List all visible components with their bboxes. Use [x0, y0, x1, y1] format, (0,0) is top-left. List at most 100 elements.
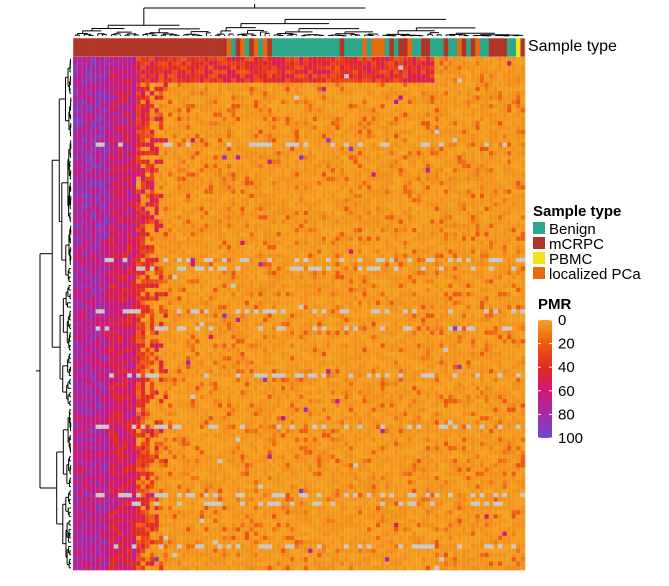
heatmap-cell	[434, 69, 440, 75]
heatmap-cell	[506, 180, 512, 186]
heatmap-cell	[457, 142, 463, 148]
heatmap-cell	[249, 215, 255, 220]
heatmap-cell	[448, 133, 453, 139]
heatmap-cell	[335, 112, 340, 118]
heatmap-cell	[235, 193, 241, 199]
heatmap-cell	[412, 108, 417, 113]
heatmap-cell	[271, 223, 277, 229]
heatmap-cell	[312, 172, 318, 178]
heatmap-cell	[181, 61, 187, 66]
heatmap-cell	[502, 91, 508, 96]
heatmap-cell	[235, 65, 241, 71]
heatmap-cell	[448, 86, 453, 92]
heatmap-cell	[289, 57, 295, 62]
heatmap-cell	[158, 108, 164, 113]
heatmap-cell	[502, 168, 508, 173]
heatmap-cell	[439, 116, 444, 122]
heatmap-cell	[158, 129, 164, 135]
heatmap-cell	[222, 78, 227, 83]
heatmap-cell	[122, 125, 128, 130]
heatmap-cell	[258, 116, 264, 122]
heatmap-cell	[289, 138, 295, 143]
heatmap-cell	[217, 219, 223, 225]
heatmap-cell	[213, 146, 218, 152]
heatmap-cell	[104, 65, 110, 71]
heatmap-cell	[452, 129, 458, 135]
heatmap-cell	[208, 69, 214, 75]
heatmap-cell	[91, 193, 96, 199]
heatmap-cell	[204, 146, 209, 152]
heatmap-cell	[375, 202, 381, 207]
heatmap-cell	[244, 163, 250, 169]
heatmap-cell	[222, 108, 227, 113]
heatmap-cell	[357, 210, 363, 216]
heatmap-cell	[82, 74, 87, 79]
heatmap-cell	[217, 176, 223, 182]
heatmap-cell	[113, 99, 119, 105]
heatmap-cell	[317, 91, 322, 96]
heatmap-cell	[195, 65, 200, 71]
heatmap-cell	[100, 78, 105, 83]
heatmap-cell	[393, 82, 399, 88]
heatmap-cell	[339, 151, 345, 156]
heatmap-cell	[289, 108, 295, 113]
heatmap-cell	[398, 82, 404, 88]
heatmap-cell	[421, 142, 426, 148]
heatmap-cell	[434, 74, 440, 79]
annotation-cell	[240, 38, 246, 57]
heatmap-cell	[402, 78, 408, 83]
heatmap-cell	[412, 74, 417, 79]
heatmap-cell	[357, 61, 363, 66]
heatmap-cell	[158, 168, 164, 173]
heatmap-cell	[86, 125, 92, 130]
heatmap-cell	[118, 210, 124, 216]
heatmap-cell	[100, 163, 105, 169]
heatmap-cell	[244, 151, 250, 156]
heatmap-cell	[393, 78, 399, 83]
heatmap-cell	[136, 129, 142, 135]
heatmap-cell	[222, 142, 227, 148]
heatmap-cell	[226, 108, 232, 113]
heatmap-cell	[515, 228, 521, 233]
heatmap-cell	[140, 176, 146, 182]
heatmap-cell	[249, 210, 255, 216]
heatmap-cell	[176, 193, 182, 199]
heatmap-cell	[235, 95, 241, 101]
heatmap-cell	[122, 198, 128, 203]
heatmap-cell	[271, 163, 277, 169]
heatmap-cell	[240, 180, 246, 186]
heatmap-cell	[380, 189, 386, 195]
heatmap-cell	[466, 65, 472, 71]
heatmap-cell	[294, 172, 300, 178]
heatmap-cell	[371, 125, 377, 130]
heatmap-cell	[321, 108, 327, 113]
heatmap-cell	[330, 133, 336, 139]
heatmap-cell	[326, 112, 331, 118]
heatmap-cell	[470, 82, 476, 88]
heatmap-cell	[109, 125, 114, 130]
heatmap-cell	[493, 146, 499, 152]
heatmap-cell	[425, 116, 431, 122]
heatmap-cell	[145, 74, 151, 79]
heatmap-cell	[344, 78, 350, 83]
heatmap-cell	[82, 198, 87, 203]
heatmap-cell	[176, 61, 182, 66]
heatmap-cell	[222, 202, 227, 207]
heatmap-cell	[502, 74, 508, 79]
heatmap-cell	[421, 163, 426, 169]
heatmap-cell	[289, 129, 295, 135]
heatmap-cell	[95, 95, 101, 101]
heatmap-cell	[222, 99, 227, 105]
heatmap-cell	[258, 142, 264, 148]
annotation-cell	[226, 38, 232, 57]
heatmap-cell	[321, 228, 327, 233]
heatmap-cell	[127, 125, 133, 130]
heatmap-cell	[289, 104, 295, 109]
heatmap-cell	[511, 108, 517, 113]
heatmap-cell	[113, 69, 119, 75]
heatmap-cell	[186, 163, 191, 169]
heatmap-cell	[271, 189, 277, 195]
heatmap-cell	[208, 219, 214, 225]
heatmap-cell	[217, 146, 223, 152]
heatmap-cell	[136, 78, 142, 83]
